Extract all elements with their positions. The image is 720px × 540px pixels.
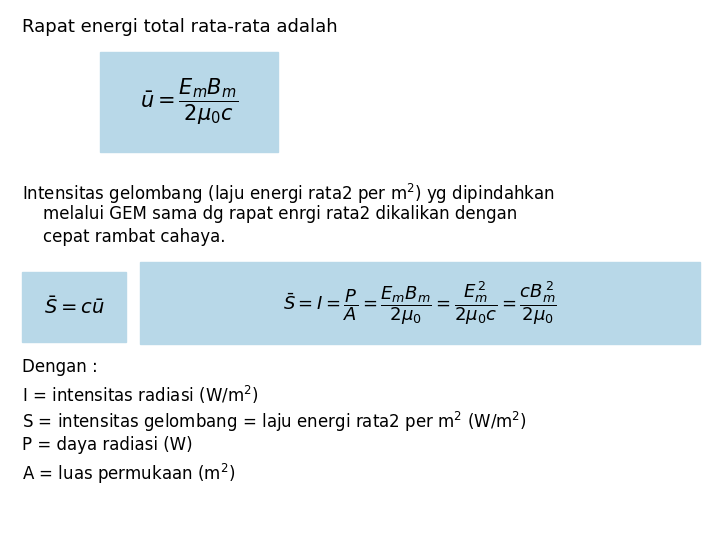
Text: P = daya radiasi (W): P = daya radiasi (W) xyxy=(22,436,193,454)
Text: I = intensitas radiasi (W/m$^2$): I = intensitas radiasi (W/m$^2$) xyxy=(22,384,258,406)
Text: A = luas permukaan (m$^2$): A = luas permukaan (m$^2$) xyxy=(22,462,235,486)
FancyBboxPatch shape xyxy=(100,52,278,152)
Text: $\bar{u} = \dfrac{E_m B_m}{2\mu_0 c}$: $\bar{u} = \dfrac{E_m B_m}{2\mu_0 c}$ xyxy=(140,77,238,127)
FancyBboxPatch shape xyxy=(140,262,700,344)
Text: $\bar{S} = c\bar{u}$: $\bar{S} = c\bar{u}$ xyxy=(44,296,104,318)
Text: melalui GEM sama dg rapat enrgi rata2 dikalikan dengan: melalui GEM sama dg rapat enrgi rata2 di… xyxy=(22,205,517,223)
FancyBboxPatch shape xyxy=(22,272,126,342)
Text: Rapat energi total rata-rata adalah: Rapat energi total rata-rata adalah xyxy=(22,18,338,36)
Text: cepat rambat cahaya.: cepat rambat cahaya. xyxy=(22,228,225,246)
Text: Dengan :: Dengan : xyxy=(22,358,98,376)
Text: $\bar{S} = I = \dfrac{P}{A} = \dfrac{E_m B_m}{2\mu_0} = \dfrac{E_m^{\,2}}{2\mu_0: $\bar{S} = I = \dfrac{P}{A} = \dfrac{E_m… xyxy=(283,279,557,327)
Text: Intensitas gelombang (laju energi rata2 per m$^2$) yg dipindahkan: Intensitas gelombang (laju energi rata2 … xyxy=(22,182,555,206)
Text: S = intensitas gelombang = laju energi rata2 per m$^2$ (W/m$^2$): S = intensitas gelombang = laju energi r… xyxy=(22,410,527,434)
